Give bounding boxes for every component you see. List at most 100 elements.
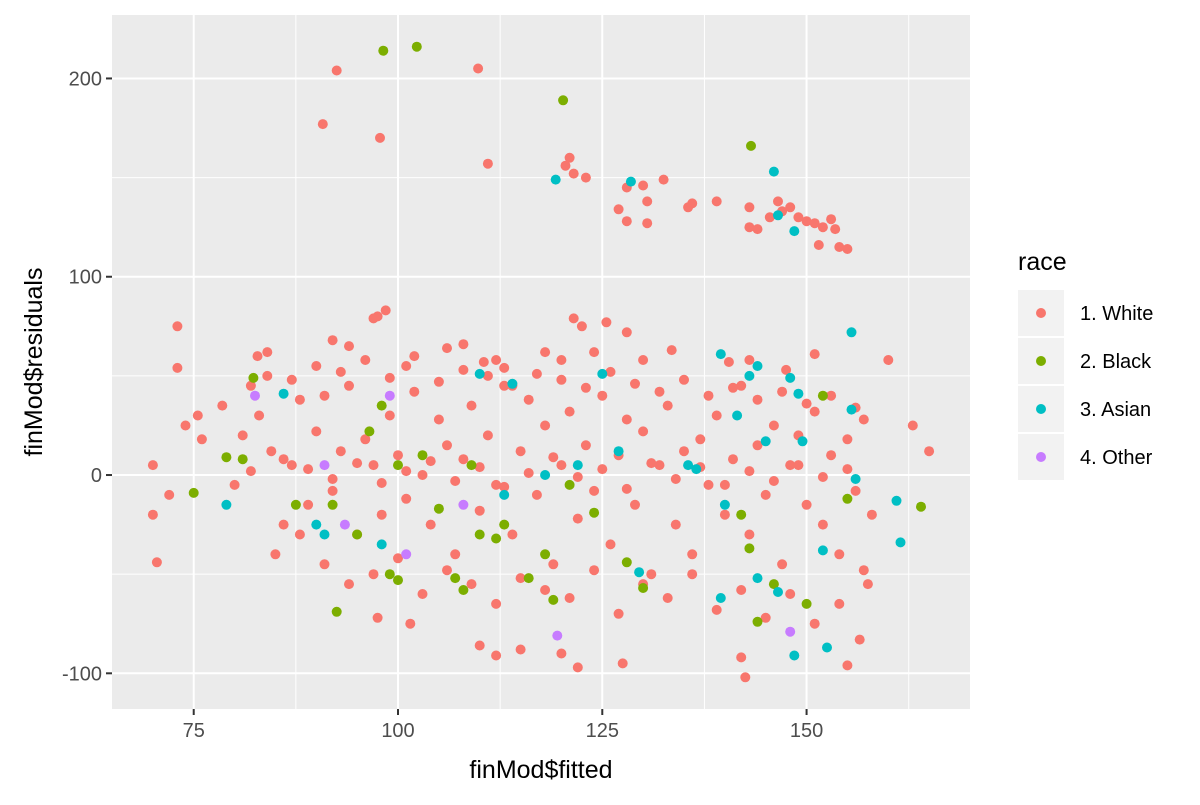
plot-panel <box>112 15 970 709</box>
axis-ticks: 75 100 125 150 -100 0 100 200 <box>62 68 823 742</box>
data-point <box>768 579 779 590</box>
y-tick-label: 200 <box>69 68 102 90</box>
data-point <box>617 658 628 669</box>
data-point <box>789 650 800 661</box>
data-point <box>679 446 689 457</box>
data-point <box>466 460 477 471</box>
data-point <box>491 533 502 544</box>
data-point <box>393 460 403 471</box>
data-point <box>491 479 502 490</box>
data-point <box>703 390 714 401</box>
data-point <box>597 464 608 475</box>
data-point <box>744 543 755 554</box>
data-point <box>286 460 297 471</box>
data-point <box>589 565 600 576</box>
data-point <box>793 388 804 399</box>
data-point <box>552 630 563 641</box>
data-point <box>270 549 281 560</box>
data-point <box>531 368 542 379</box>
data-point <box>630 499 640 510</box>
data-point <box>662 593 673 603</box>
data-point <box>866 509 877 520</box>
data-point <box>458 339 469 350</box>
data-point <box>515 573 526 584</box>
data-point <box>744 202 755 213</box>
data-point <box>548 594 559 605</box>
data-point <box>666 345 677 356</box>
series-2-black <box>188 41 926 627</box>
data-point <box>368 313 379 324</box>
data-point <box>854 634 865 645</box>
data-point <box>732 410 743 421</box>
data-point <box>248 372 259 383</box>
series-4-other <box>250 390 796 641</box>
data-point <box>580 172 591 183</box>
data-point <box>540 585 551 595</box>
data-point <box>360 355 371 365</box>
data-point <box>192 410 203 421</box>
data-point <box>634 567 645 578</box>
data-point <box>393 553 403 564</box>
data-point <box>180 420 191 431</box>
data-point <box>278 454 289 465</box>
data-point <box>327 499 338 510</box>
data-point <box>809 618 820 629</box>
data-point <box>785 202 796 213</box>
data-point <box>188 487 199 498</box>
data-point <box>147 509 158 520</box>
data-point <box>687 198 698 209</box>
data-point <box>826 214 837 225</box>
data-point <box>376 509 387 520</box>
data-point <box>556 460 567 471</box>
legend-title: race <box>1018 248 1067 276</box>
data-point <box>384 569 395 580</box>
data-point <box>499 380 510 391</box>
data-point <box>589 485 600 496</box>
data-point <box>862 579 873 590</box>
data-point <box>687 549 698 560</box>
data-point <box>339 519 350 530</box>
data-point <box>601 317 612 328</box>
data-point <box>630 378 640 389</box>
data-point <box>327 474 338 484</box>
data-point <box>499 519 510 530</box>
data-point <box>703 479 714 490</box>
data-point <box>290 499 301 510</box>
data-point <box>768 476 779 486</box>
data-point <box>817 222 828 233</box>
y-tick-label: -100 <box>62 663 102 685</box>
data-point <box>515 446 526 457</box>
data-point <box>151 557 162 568</box>
data-point <box>344 380 354 391</box>
data-point <box>817 390 828 401</box>
data-point <box>662 400 673 411</box>
legend-key-point <box>1036 308 1046 318</box>
data-point <box>638 355 649 365</box>
data-point <box>450 476 461 486</box>
data-point <box>491 598 502 609</box>
data-point <box>482 430 493 441</box>
data-point <box>834 598 845 609</box>
data-point <box>376 400 387 411</box>
data-point <box>638 180 649 191</box>
data-point <box>576 321 587 332</box>
data-point <box>499 489 510 500</box>
data-point <box>252 351 263 362</box>
y-axis-title: finMod$residuals <box>20 268 48 457</box>
data-point <box>523 573 534 584</box>
data-point <box>303 499 314 510</box>
data-point <box>442 565 452 576</box>
data-point <box>376 539 387 550</box>
data-point <box>352 458 363 469</box>
data-point <box>744 466 755 477</box>
data-point <box>466 579 477 590</box>
data-point <box>491 355 502 365</box>
data-point <box>474 505 485 516</box>
data-point <box>458 454 469 465</box>
data-point <box>229 479 240 490</box>
data-point <box>773 210 783 221</box>
data-point <box>286 374 297 385</box>
data-point <box>560 160 571 171</box>
data-point <box>621 216 632 227</box>
data-point <box>580 382 591 393</box>
